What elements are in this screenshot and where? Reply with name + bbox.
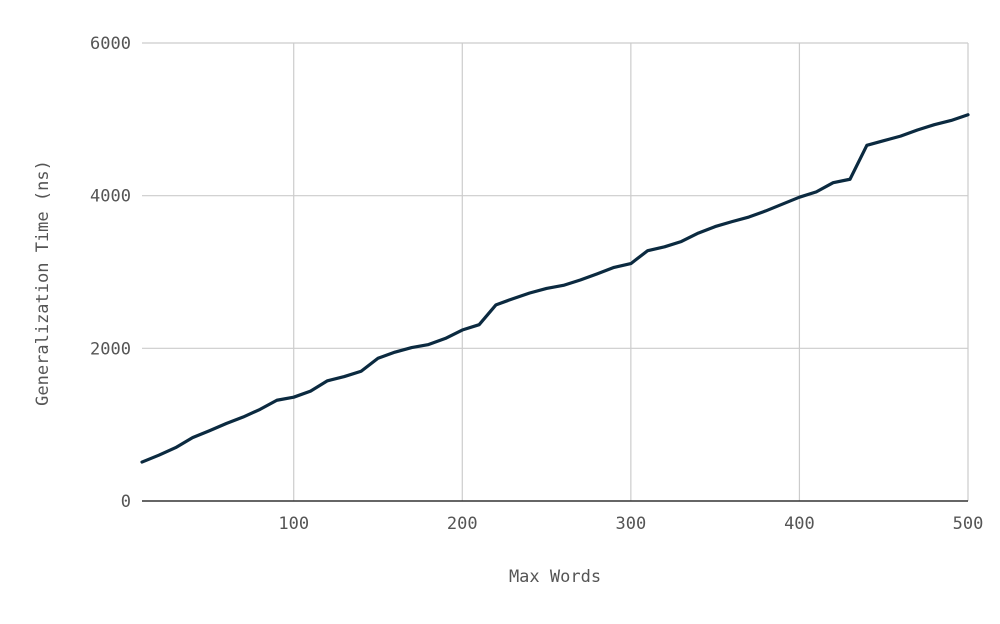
x-tick-label: 200 xyxy=(447,514,478,534)
x-axis-title: Max Words xyxy=(509,567,601,587)
y-tick-label: 4000 xyxy=(90,187,131,207)
series-line-1 xyxy=(140,113,970,464)
y-tick-label: 0 xyxy=(121,492,131,512)
grid-lines xyxy=(142,42,969,501)
x-tick-label: 100 xyxy=(278,514,309,534)
x-tick-label: 300 xyxy=(615,514,646,534)
x-tick-label: 500 xyxy=(953,514,984,534)
y-tick-label: 2000 xyxy=(90,339,131,359)
series-lines xyxy=(140,113,970,464)
tick-labels: 0 2000 4000 6000 100 200 300 400 500 xyxy=(90,34,983,534)
y-tick-label: 6000 xyxy=(90,34,131,54)
x-tick-label: 400 xyxy=(784,514,815,534)
y-axis-title: Generalization Time (ns) xyxy=(33,160,53,406)
